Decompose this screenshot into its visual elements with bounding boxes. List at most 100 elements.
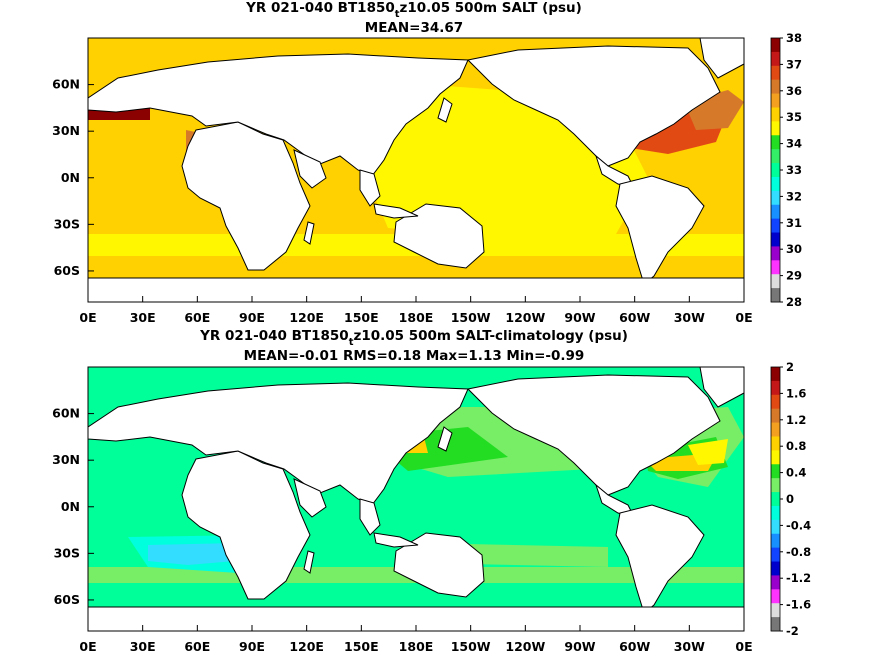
panel-1-colorbar: 38 37 36 35 34 33 32 31 30 29 28: [770, 31, 802, 309]
colorbar-swatch: [771, 79, 780, 95]
panel-1: YR 021-040 BT1850tz10.05 500m SALT (psu)…: [52, 0, 802, 325]
x-tick-label: 90E: [239, 639, 265, 654]
x-tick-label: 30W: [674, 639, 705, 654]
colorbar-swatch: [771, 464, 780, 479]
colorbar-label: 31: [786, 216, 802, 230]
colorbar-swatch: [771, 163, 780, 178]
colorbar-swatch: [771, 190, 780, 206]
colorbar-swatch: [771, 408, 780, 424]
x-tick-label: 180E: [399, 639, 434, 654]
y-tick-label: 30N: [52, 452, 80, 467]
y-tick-label: 0N: [61, 499, 80, 514]
colorbar-label: -0.8: [786, 545, 811, 559]
colorbar-label: 0.8: [786, 439, 806, 453]
colorbar-label: 0.4: [786, 466, 806, 480]
panel-1-map: [88, 38, 744, 302]
panel-1-x-ticks: 0E 30E 60E 90E 120E 150E 180E 150W 120W 90W 60W 30W…: [79, 296, 753, 325]
panel-2: YR 021-040 BT1850tz10.05 500m SALT-clima…: [52, 328, 811, 654]
colorbar-swatch: [771, 51, 780, 67]
colorbar-swatch: [771, 547, 780, 563]
colorbar-label: -2: [786, 624, 799, 638]
colorbar-swatch: [771, 107, 780, 122]
colorbar-swatch: [771, 367, 780, 382]
x-tick-label: 60W: [619, 639, 650, 654]
x-tick-label: 0E: [735, 310, 752, 325]
colorbar-swatch: [771, 436, 780, 451]
colorbar-label: -0.4: [786, 518, 811, 532]
x-tick-label: 150E: [344, 310, 379, 325]
colorbar-swatch: [771, 380, 780, 396]
x-tick-label: 120E: [289, 310, 324, 325]
x-tick-label: 60W: [619, 310, 650, 325]
colorbar-swatch: [771, 260, 780, 275]
y-tick-label: 30S: [54, 216, 80, 231]
y-tick-label: 30S: [54, 545, 80, 560]
colorbar-swatch: [771, 422, 780, 437]
panel-2-x-ticks: 0E 30E 60E 90E 120E 150E 180E 150W 120W 90W 60W 30W…: [79, 625, 753, 654]
colorbar-swatch: [771, 575, 780, 590]
x-tick-label: 0E: [79, 310, 96, 325]
x-tick-label: 150W: [451, 310, 491, 325]
x-tick-label: 120E: [289, 639, 324, 654]
colorbar-swatch: [771, 149, 780, 164]
colorbar-label: 2: [786, 360, 794, 374]
x-tick-label: 0E: [79, 639, 96, 654]
colorbar-swatch: [771, 394, 780, 410]
x-tick-label: 150W: [451, 639, 491, 654]
colorbar-swatch: [771, 288, 780, 303]
colorbar-label: 0: [786, 492, 794, 506]
colorbar-swatch: [771, 176, 780, 192]
colorbar-swatch: [771, 561, 780, 576]
colorbar-label: 34: [786, 137, 802, 151]
x-tick-label: 30W: [674, 310, 705, 325]
panel-2-y-ticks: 60N 30N 0N 30S 60S: [52, 406, 94, 607]
colorbar-swatch: [771, 505, 780, 521]
panel-2-atlantic-core: [688, 439, 728, 465]
panel-2-title: YR 021-040 BT1850tz10.05 500m SALT-clima…: [199, 328, 628, 348]
y-tick-label: 30N: [52, 123, 80, 138]
y-tick-label: 0N: [61, 170, 80, 185]
colorbar-swatch: [771, 478, 780, 493]
panel-1-y-ticks: 60N 30N 0N 30S 60S: [52, 77, 94, 278]
x-tick-label: 120W: [505, 639, 545, 654]
colorbar-swatch: [771, 93, 780, 108]
y-tick-label: 60N: [52, 77, 80, 92]
colorbar-label: 32: [786, 189, 802, 203]
colorbar-label: 1.2: [786, 413, 806, 427]
colorbar-swatch: [771, 603, 780, 618]
colorbar-swatch: [771, 450, 780, 465]
colorbar-label: 35: [786, 110, 802, 124]
y-tick-label: 60N: [52, 406, 80, 421]
colorbar-label: 1.6: [786, 386, 806, 400]
colorbar-swatch: [771, 218, 780, 234]
colorbar-swatch: [771, 589, 780, 604]
colorbar-label: 37: [786, 57, 802, 71]
panel-1-subtitle: MEAN=34.67: [365, 20, 463, 36]
colorbar-swatch: [771, 65, 780, 81]
colorbar-swatch: [771, 135, 780, 150]
x-tick-label: 90E: [239, 310, 265, 325]
colorbar-label: -1.2: [786, 571, 811, 585]
x-tick-label: 120W: [505, 310, 545, 325]
colorbar-label: 38: [786, 31, 802, 45]
colorbar-swatch: [771, 492, 780, 507]
colorbar-swatch: [771, 246, 780, 261]
y-tick-label: 60S: [54, 263, 80, 278]
colorbar-label: 33: [786, 163, 802, 177]
x-tick-label: 30E: [130, 310, 156, 325]
colorbar-label: 36: [786, 84, 802, 98]
colorbar-swatch: [771, 121, 780, 136]
colorbar-label: 30: [786, 242, 802, 256]
colorbar-label: -1.6: [786, 598, 811, 612]
x-tick-label: 90W: [564, 310, 595, 325]
colorbar-swatch: [771, 274, 780, 289]
x-tick-label: 150E: [344, 639, 379, 654]
x-tick-label: 30E: [130, 639, 156, 654]
colorbar-label: 29: [786, 269, 802, 283]
panel-1-title: YR 021-040 BT1850tz10.05 500m SALT (psu): [245, 0, 582, 20]
colorbar-swatch: [771, 204, 780, 220]
panel-2-map: [88, 367, 744, 631]
x-tick-label: 180E: [399, 310, 434, 325]
y-tick-label: 60S: [54, 592, 80, 607]
panel-2-colorbar: 2 1.6 1.2 0.8 0.4 0 -0.4 -0.8 -1.2 -1.6 -2: [770, 360, 811, 638]
